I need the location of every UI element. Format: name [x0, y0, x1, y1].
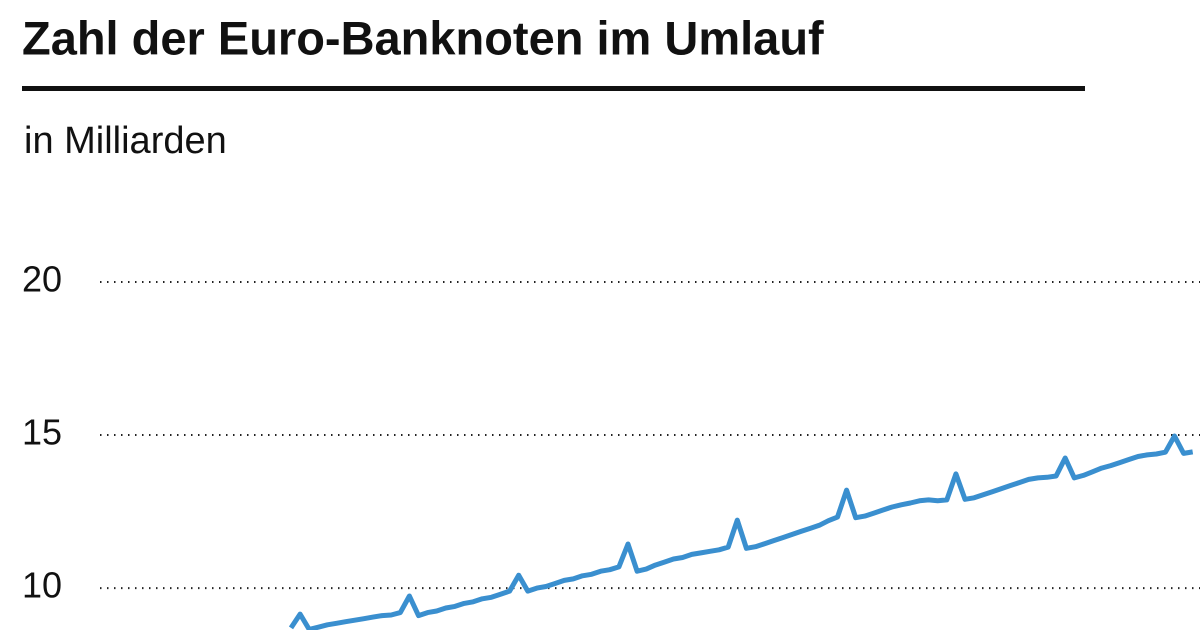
y-tick-label: 15 — [22, 412, 62, 453]
y-tick-label: 10 — [22, 565, 62, 606]
title-rule — [22, 86, 1085, 91]
y-tick-label: 20 — [22, 259, 62, 300]
chart-title: Zahl der Euro-Banknoten im Umlauf — [22, 11, 824, 64]
chart-subtitle: in Milliarden — [24, 120, 227, 162]
data-line — [288, 433, 1194, 630]
